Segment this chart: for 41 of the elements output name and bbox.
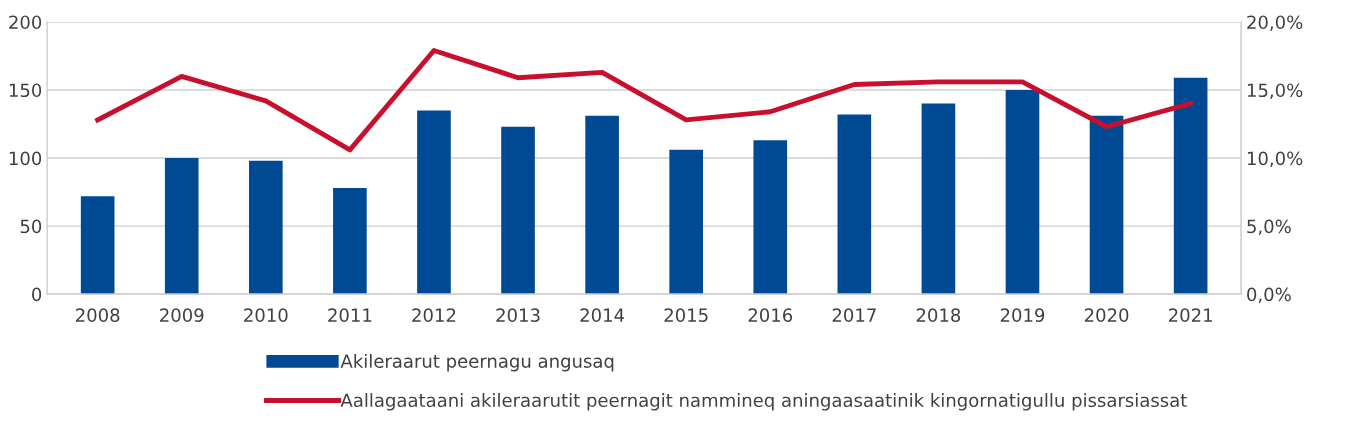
x-tick-label: 2017 — [832, 308, 876, 322]
bar — [80, 196, 115, 295]
y2-tick-label: 5,0% — [1247, 219, 1291, 236]
x-tick-label: 2021 — [1168, 308, 1212, 322]
bar — [248, 160, 283, 295]
bar — [669, 149, 703, 295]
x-tick-label: 2011 — [328, 308, 372, 322]
bar — [501, 126, 535, 295]
legend-label: Akileraarut peernagu angusaq — [340, 353, 614, 372]
legend-label: Aallagaataani akileraarutit peernagit nammineq aningaasaatinik kingornatigullu pissarsiassat — [340, 393, 1187, 411]
bar — [164, 158, 199, 295]
y-tick-label: 150 — [9, 83, 42, 98]
y-tick-label: 0 — [32, 287, 42, 302]
x-tick-label: 2012 — [412, 308, 456, 322]
x-tick-label: 2015 — [664, 308, 708, 322]
bar — [1005, 90, 1040, 295]
x-tick-label: 2020 — [1084, 308, 1129, 322]
y-tick-label: 100 — [9, 151, 42, 166]
x-tick-label: 2008 — [76, 308, 120, 322]
bar — [753, 140, 788, 295]
bar — [837, 114, 872, 295]
y-tick-label: 50 — [20, 219, 42, 234]
y2-tick-label: 20,0% — [1247, 15, 1303, 31]
y2-tick-label: 10,0% — [1247, 151, 1303, 167]
bar — [921, 103, 956, 295]
bar — [1173, 77, 1208, 295]
x-tick-label: 2010 — [244, 308, 288, 322]
x-tick-label: 2013 — [496, 308, 540, 322]
line-series — [95, 48, 1194, 153]
x-tick-label: 2018 — [916, 308, 961, 322]
bar — [585, 115, 619, 295]
y-tick-label: 200 — [9, 15, 42, 30]
x-tick-label: 2014 — [580, 308, 625, 322]
x-tick-label: 2009 — [160, 308, 204, 322]
bar — [417, 110, 451, 295]
y2-tick-label: 0,0% — [1247, 287, 1291, 304]
bar — [333, 187, 367, 295]
x-tick-label: 2016 — [748, 308, 793, 322]
x-tick-label: 2019 — [1000, 308, 1045, 322]
y2-tick-label: 15,0% — [1247, 83, 1303, 99]
bar — [1089, 115, 1124, 295]
